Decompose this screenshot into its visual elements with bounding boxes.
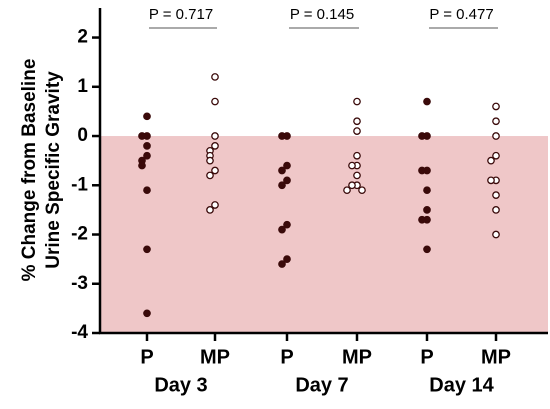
data-point <box>211 97 219 106</box>
data-point <box>143 112 151 121</box>
data-point <box>343 186 351 195</box>
data-point <box>492 151 500 160</box>
x-tick-label: P <box>280 346 293 368</box>
data-point <box>492 230 500 239</box>
data-point <box>206 206 214 214</box>
data-point <box>278 181 286 190</box>
data-point <box>278 166 286 175</box>
data-point <box>423 97 431 106</box>
y-axis-label: % Change from Baseline Urine Specific Gr… <box>19 59 64 282</box>
data-point <box>492 102 500 111</box>
group-label: Day 7 <box>295 374 348 396</box>
x-tick-label: MP <box>342 346 372 368</box>
data-point <box>492 191 500 199</box>
data-point <box>211 132 219 140</box>
y-tick-label: 1 <box>77 76 88 97</box>
data-point <box>138 161 146 170</box>
data-point <box>138 132 146 140</box>
data-point <box>423 186 431 195</box>
x-tick-label: MP <box>481 346 511 368</box>
y-axis-label-line: Urine Specific Gravity <box>43 71 64 269</box>
data-point <box>418 132 426 140</box>
data-point <box>353 127 361 135</box>
data-point <box>492 206 500 214</box>
x-tick-label: MP <box>200 346 230 368</box>
data-point <box>283 176 291 185</box>
data-point <box>278 225 286 234</box>
group-label: Day 14 <box>429 374 494 396</box>
y-tick-label: -1 <box>71 174 88 195</box>
data-point <box>353 117 361 126</box>
y-tick-label: -3 <box>71 273 88 294</box>
y-tick-label: 2 <box>77 27 88 48</box>
data-point <box>283 220 291 229</box>
p-value: P = 0.145 <box>290 6 354 23</box>
data-point <box>353 97 361 106</box>
data-point <box>418 215 426 224</box>
data-point <box>418 166 426 175</box>
data-point <box>143 245 151 254</box>
shaded-region <box>100 136 548 333</box>
y-axis-label-line: % Change from Baseline <box>19 59 40 282</box>
data-point <box>143 309 151 318</box>
data-point <box>278 132 286 140</box>
data-point <box>143 151 151 160</box>
x-tick-label: P <box>420 346 433 368</box>
data-point <box>283 161 291 170</box>
data-point <box>143 142 151 150</box>
data-point <box>492 132 500 140</box>
data-point <box>206 171 214 180</box>
p-value: P = 0.477 <box>429 6 493 23</box>
data-point <box>348 181 356 190</box>
data-point <box>487 156 495 165</box>
data-point <box>283 255 291 263</box>
data-point <box>143 186 151 195</box>
data-point <box>211 166 219 175</box>
y-tick-label: -4 <box>71 322 88 343</box>
x-tick-label: P <box>140 346 153 368</box>
p-value: P = 0.717 <box>149 6 213 23</box>
data-point <box>348 161 356 170</box>
data-point <box>211 142 219 150</box>
group-label: Day 3 <box>154 374 207 396</box>
y-tick-label: 0 <box>77 125 88 146</box>
data-point <box>492 117 500 126</box>
data-point <box>487 176 495 185</box>
data-point <box>358 186 366 195</box>
data-point <box>423 245 431 254</box>
data-point <box>278 260 286 268</box>
y-tick-label: -2 <box>71 224 88 245</box>
data-point <box>211 73 219 81</box>
data-point <box>211 201 219 209</box>
data-point <box>423 206 431 214</box>
data-point <box>353 171 361 180</box>
data-point <box>353 151 361 160</box>
data-point <box>206 156 214 165</box>
